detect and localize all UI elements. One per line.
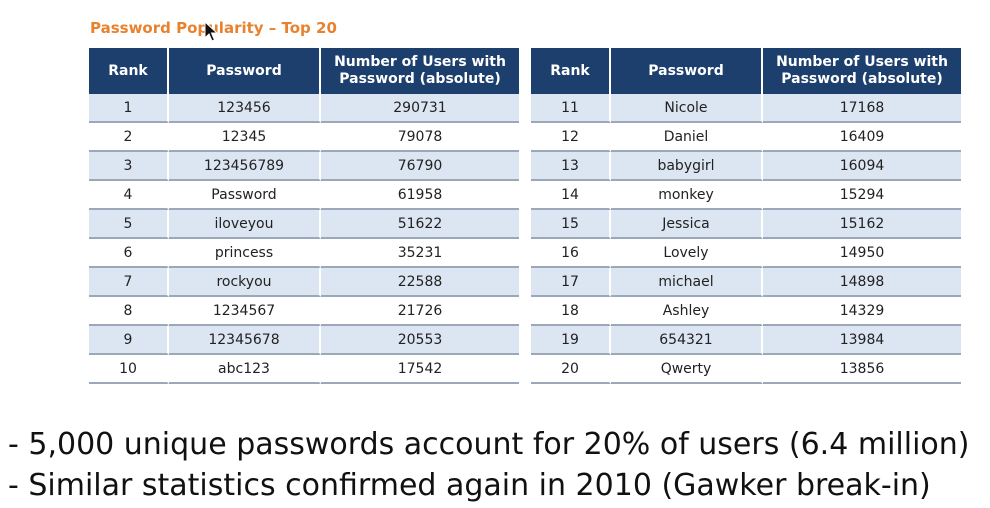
cell-user-count: 13984: [763, 326, 961, 355]
cell-password: iloveyou: [169, 210, 321, 239]
table-row: 16 Lovely 14950: [531, 239, 961, 268]
cell-rank: 3: [89, 152, 169, 181]
table-row: 15 Jessica 15162: [531, 210, 961, 239]
table-row: 7 rockyou 22588: [89, 268, 519, 297]
cell-rank: 15: [531, 210, 611, 239]
cell-rank: 5: [89, 210, 169, 239]
cell-password: Password: [169, 181, 321, 210]
table-row: 20 Qwerty 13856: [531, 355, 961, 384]
table-row: 11 Nicole 17168: [531, 94, 961, 123]
cell-rank: 9: [89, 326, 169, 355]
table-row: 18 Ashley 14329: [531, 297, 961, 326]
cell-rank: 1: [89, 94, 169, 123]
cell-user-count: 15294: [763, 181, 961, 210]
header-password: Password: [169, 48, 321, 94]
cell-user-count: 51622: [321, 210, 519, 239]
cell-rank: 13: [531, 152, 611, 181]
cell-rank: 14: [531, 181, 611, 210]
cell-password: 123456789: [169, 152, 321, 181]
cell-rank: 19: [531, 326, 611, 355]
table-row: 2 12345 79078: [89, 123, 519, 152]
table-row: 5 iloveyou 51622: [89, 210, 519, 239]
cell-password: 12345: [169, 123, 321, 152]
password-table-left: Rank Password Number of Users with Passwo…: [89, 48, 519, 384]
cell-user-count: 16409: [763, 123, 961, 152]
mouse-pointer-icon: [204, 21, 218, 42]
cell-user-count: 16094: [763, 152, 961, 181]
cell-user-count: 35231: [321, 239, 519, 268]
cell-password: 123456: [169, 94, 321, 123]
cell-rank: 20: [531, 355, 611, 384]
cell-user-count: 21726: [321, 297, 519, 326]
cell-user-count: 22588: [321, 268, 519, 297]
cell-user-count: 76790: [321, 152, 519, 181]
cell-user-count: 61958: [321, 181, 519, 210]
cell-rank: 18: [531, 297, 611, 326]
cell-password: 1234567: [169, 297, 321, 326]
cell-rank: 2: [89, 123, 169, 152]
cell-rank: 17: [531, 268, 611, 297]
cell-password: 12345678: [169, 326, 321, 355]
table-row: 6 princess 35231: [89, 239, 519, 268]
table-row: 10 abc123 17542: [89, 355, 519, 384]
cell-rank: 7: [89, 268, 169, 297]
header-password: Password: [611, 48, 763, 94]
table-row: 9 12345678 20553: [89, 326, 519, 355]
cell-user-count: 290731: [321, 94, 519, 123]
cell-rank: 8: [89, 297, 169, 326]
cell-rank: 11: [531, 94, 611, 123]
cell-user-count: 17542: [321, 355, 519, 384]
cell-password: abc123: [169, 355, 321, 384]
header-user-count-line1: Number of Users with: [334, 54, 506, 70]
header-user-count: Number of Users with Password (absolute): [321, 48, 519, 94]
table-row: 12 Daniel 16409: [531, 123, 961, 152]
table-row: 17 michael 14898: [531, 268, 961, 297]
cell-rank: 6: [89, 239, 169, 268]
header-user-count: Number of Users with Password (absolute): [763, 48, 961, 94]
table-row: 3 123456789 76790: [89, 152, 519, 181]
cell-rank: 12: [531, 123, 611, 152]
cell-rank: 4: [89, 181, 169, 210]
cell-user-count: 14898: [763, 268, 961, 297]
cell-password: Ashley: [611, 297, 763, 326]
table-header-row: Rank Password Number of Users with Passwo…: [89, 48, 519, 94]
cell-user-count: 20553: [321, 326, 519, 355]
cell-password: Jessica: [611, 210, 763, 239]
cell-rank: 10: [89, 355, 169, 384]
cell-password: Lovely: [611, 239, 763, 268]
cell-user-count: 15162: [763, 210, 961, 239]
table-header-row: Rank Password Number of Users with Passwo…: [531, 48, 961, 94]
header-user-count-line1: Number of Users with: [776, 54, 948, 70]
cell-user-count: 17168: [763, 94, 961, 123]
table-row: 8 1234567 21726: [89, 297, 519, 326]
cell-user-count: 13856: [763, 355, 961, 384]
cell-password: Daniel: [611, 123, 763, 152]
header-rank: Rank: [531, 48, 611, 94]
table-row: 14 monkey 15294: [531, 181, 961, 210]
table-row: 19 654321 13984: [531, 326, 961, 355]
password-table-right: Rank Password Number of Users with Passwo…: [531, 48, 961, 384]
cell-password: michael: [611, 268, 763, 297]
cell-user-count: 14950: [763, 239, 961, 268]
cell-rank: 16: [531, 239, 611, 268]
cell-password: monkey: [611, 181, 763, 210]
table-row: 1 123456 290731: [89, 94, 519, 123]
table-row: 4 Password 61958: [89, 181, 519, 210]
slide-title: Password Popularity – Top 20: [90, 19, 337, 37]
cell-user-count: 79078: [321, 123, 519, 152]
bullet-item: - Similar statistics confirmed again in …: [8, 468, 931, 503]
bullet-item: - 5,000 unique passwords account for 20%…: [8, 427, 970, 462]
cell-user-count: 14329: [763, 297, 961, 326]
cell-password: babygirl: [611, 152, 763, 181]
cell-password: rockyou: [169, 268, 321, 297]
header-user-count-line2: Password (absolute): [339, 71, 501, 87]
bullet-list: - 5,000 unique passwords account for 20%…: [8, 424, 969, 506]
table-row: 13 babygirl 16094: [531, 152, 961, 181]
cell-password: Nicole: [611, 94, 763, 123]
header-rank: Rank: [89, 48, 169, 94]
cell-password: Qwerty: [611, 355, 763, 384]
cell-password: 654321: [611, 326, 763, 355]
cell-password: princess: [169, 239, 321, 268]
header-user-count-line2: Password (absolute): [781, 71, 943, 87]
